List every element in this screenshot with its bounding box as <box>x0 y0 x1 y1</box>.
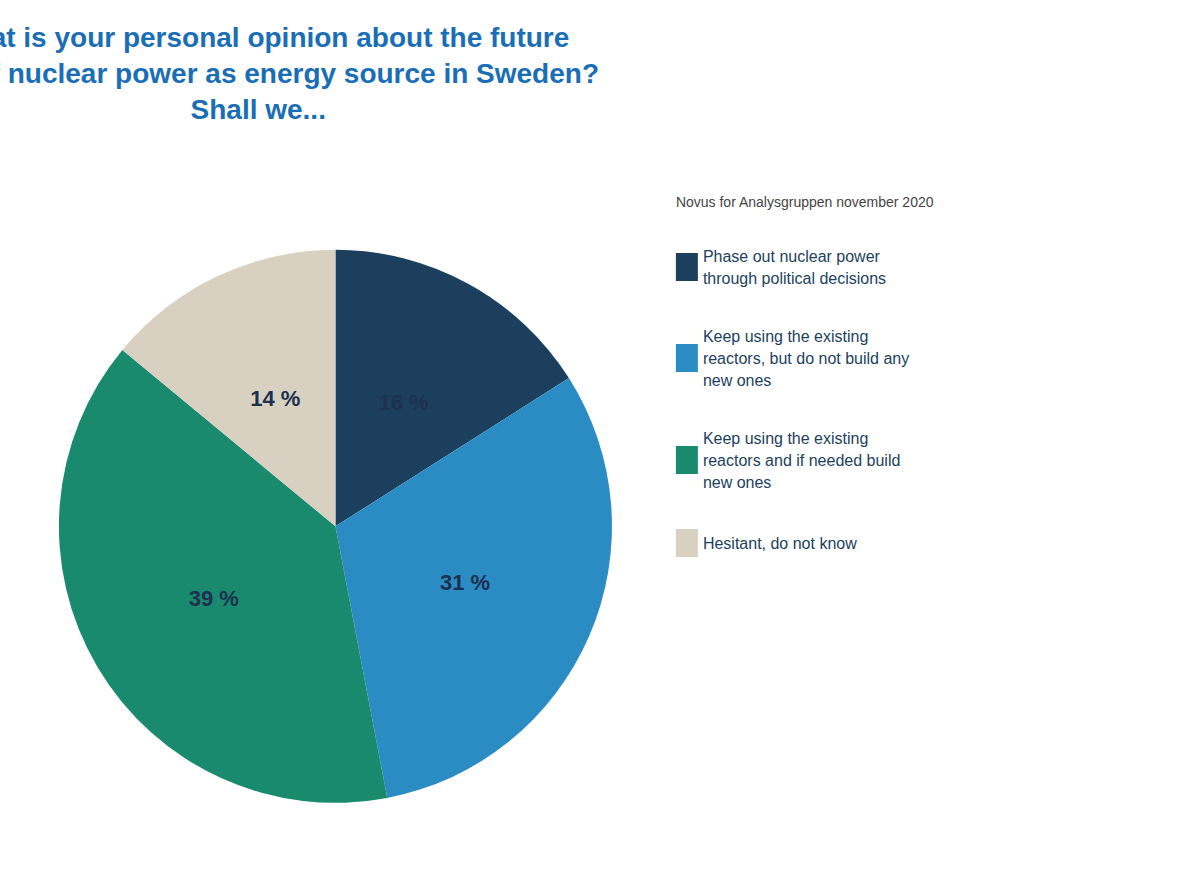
svg-text:Hesitant, do not know: Hesitant, do not know <box>703 535 857 552</box>
svg-text:Novus for Analysgruppen novemb: Novus for Analysgruppen november 2020 <box>676 194 934 210</box>
svg-text:Keep using the existing: Keep using the existing <box>703 328 868 345</box>
svg-text:Keep using the existing: Keep using the existing <box>703 430 868 447</box>
svg-text:new ones: new ones <box>703 474 772 491</box>
svg-text:14 %: 14 % <box>250 386 300 411</box>
svg-text:39 %: 39 % <box>189 586 239 611</box>
svg-text:use of nuclear power as energy: use of nuclear power as energy source in… <box>0 58 599 89</box>
svg-text:What is your personal opinion: What is your personal opinion about the … <box>0 22 569 53</box>
svg-text:through political decisions: through political decisions <box>703 270 886 287</box>
svg-text:31 %: 31 % <box>440 570 490 595</box>
svg-text:new ones: new ones <box>703 372 772 389</box>
svg-text:Phase out nuclear power: Phase out nuclear power <box>703 248 881 265</box>
svg-text:16 %: 16 % <box>378 390 428 415</box>
svg-text:Shall we...: Shall we... <box>191 94 326 125</box>
svg-text:reactors and if needed build: reactors and if needed build <box>703 452 900 469</box>
svg-text:reactors, but do not build any: reactors, but do not build any <box>703 350 909 367</box>
